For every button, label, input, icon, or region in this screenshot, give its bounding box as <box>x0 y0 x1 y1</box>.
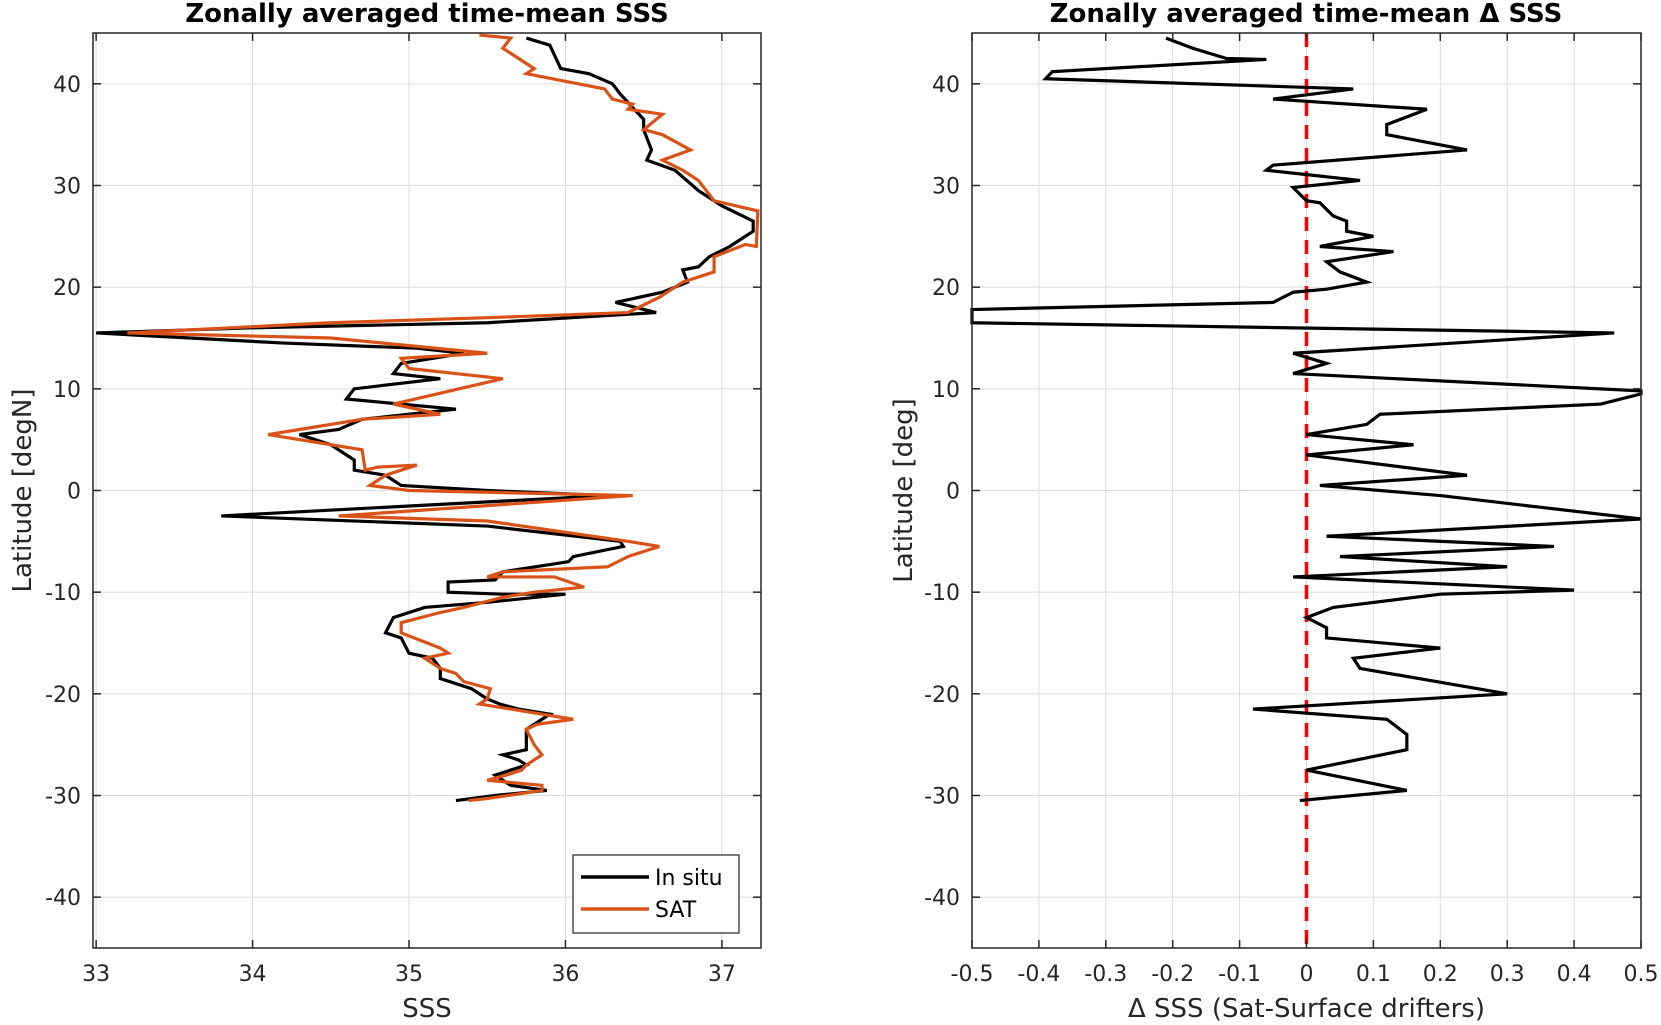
left-y-tick-label: 10 <box>53 378 81 403</box>
left-x-tick-label: 33 <box>82 962 110 987</box>
right-y-tick-label: -10 <box>924 581 960 606</box>
right-x-tick-label: -0.1 <box>1218 962 1261 987</box>
right-chart-title: Zonally averaged time-mean Δ SSS <box>1050 0 1563 29</box>
left-series-sat-line <box>127 33 760 803</box>
legend-box <box>572 854 740 934</box>
legend: In situ SAT <box>572 854 740 934</box>
left-y-axis-label: Latitude [degN] <box>8 388 38 592</box>
right-y-tick-label: 10 <box>932 378 960 403</box>
legend-label-in-situ: In situ <box>655 866 723 891</box>
right-x-tick-label: -0.4 <box>1017 962 1060 987</box>
right-y-tick-label: 40 <box>932 73 960 98</box>
right-y-tick-label: 20 <box>932 276 960 301</box>
right-y-tick-label: -20 <box>924 683 960 708</box>
right-y-tick-label: -40 <box>924 886 960 911</box>
right-x-tick-label: 0.2 <box>1423 962 1458 987</box>
left-x-tick-label: 35 <box>395 962 423 987</box>
right-x-tick-label: 0.3 <box>1490 962 1525 987</box>
left-x-tick-label: 34 <box>239 962 267 987</box>
right-x-tick-label: 0.4 <box>1557 962 1592 987</box>
left-y-tick-label: -20 <box>45 683 81 708</box>
right-y-axis-label: Latitude [deg] <box>889 398 919 583</box>
right-x-tick-label: 0.1 <box>1356 962 1391 987</box>
left-y-tick-label: 30 <box>53 175 81 200</box>
right-y-tick-label: 30 <box>932 175 960 200</box>
left-x-axis-label: SSS <box>402 994 452 1024</box>
left-x-tick-label: 37 <box>708 962 736 987</box>
left-series-in-situ-line <box>96 36 755 803</box>
left-panel: 33 34 35 36 37 -40 -30 -20 -10 0 10 20 30 40 Zonally a… <box>8 0 762 1024</box>
right-x-axis-label: Δ SSS (Sat-Surface drifters) <box>1128 994 1485 1024</box>
left-y-tick-label: -30 <box>45 785 81 810</box>
right-x-tick-label: 0 <box>1300 962 1314 987</box>
left-y-tick-label: 40 <box>53 73 81 98</box>
right-x-tick-label: 0.5 <box>1624 962 1659 987</box>
right-y-tick-label: -30 <box>924 785 960 810</box>
left-y-tick-label: 20 <box>53 276 81 301</box>
right-y-tick-label: 0 <box>946 480 960 505</box>
left-x-tick-label: 36 <box>551 962 579 987</box>
right-series-0-line <box>970 36 1643 803</box>
left-chart-title: Zonally averaged time-mean SSS <box>185 0 669 29</box>
right-x-tick-label: -0.2 <box>1151 962 1194 987</box>
legend-label-sat: SAT <box>655 898 697 923</box>
right-x-tick-label: -0.5 <box>951 962 994 987</box>
right-panel: -0.5 -0.4 -0.3 -0.2 -0.1 0 0.1 0.2 0.3 0.4 0.5 -40 -… <box>889 0 1659 1024</box>
left-y-tick-label: -40 <box>45 886 81 911</box>
right-x-tick-label: -0.3 <box>1084 962 1127 987</box>
left-y-tick-label: -10 <box>45 581 81 606</box>
left-y-tick-label: 0 <box>67 480 81 505</box>
